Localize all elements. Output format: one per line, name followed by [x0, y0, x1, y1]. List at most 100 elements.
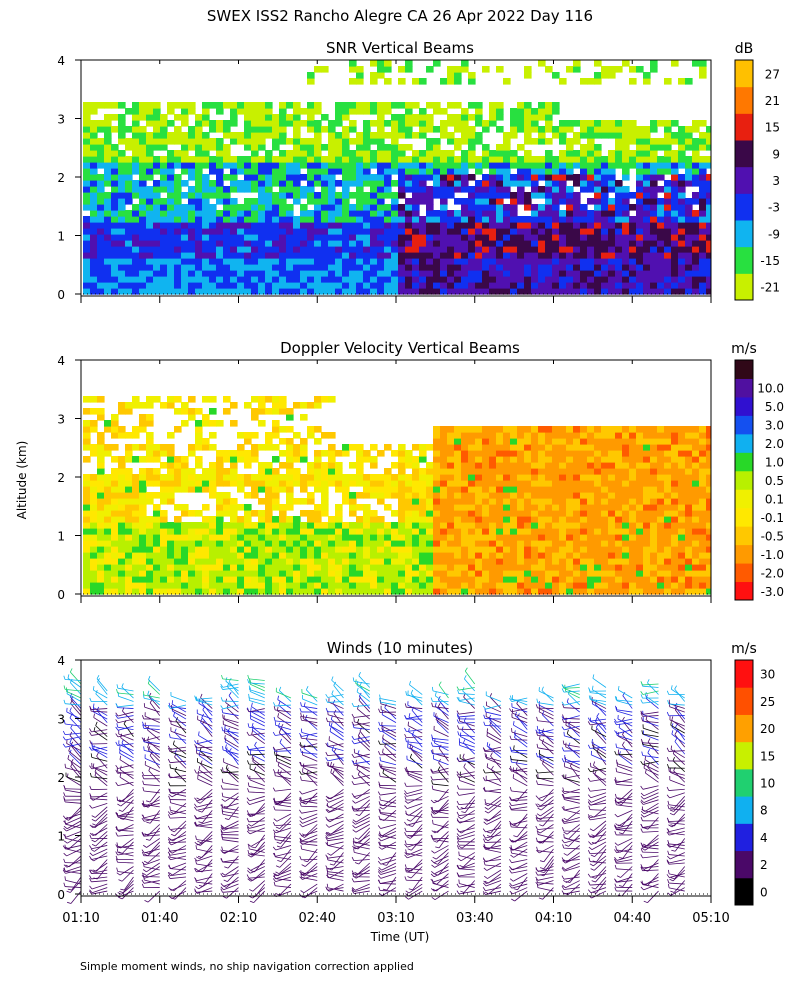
velocity-cell	[335, 450, 343, 457]
velocity-cell	[468, 570, 476, 577]
velocity-cell	[251, 564, 259, 571]
velocity-cell	[552, 444, 560, 451]
snr-cell	[643, 162, 651, 169]
velocity-cell	[132, 444, 140, 451]
snr-cell	[279, 210, 287, 217]
velocity-cell	[496, 480, 504, 487]
velocity-cell	[328, 576, 336, 583]
velocity-cell	[496, 444, 504, 451]
snr-cell	[342, 258, 350, 265]
colorbar-swatch	[735, 246, 753, 274]
velocity-cell	[615, 510, 623, 517]
snr-cell	[202, 108, 210, 115]
velocity-cell	[573, 444, 581, 451]
velocity-cell	[699, 510, 707, 517]
snr-cell	[321, 228, 329, 235]
velocity-cell	[461, 438, 469, 445]
snr-cell	[146, 234, 154, 241]
velocity-cell	[580, 528, 588, 535]
snr-cell	[237, 180, 245, 187]
velocity-cell	[405, 552, 413, 559]
velocity-cell	[475, 438, 483, 445]
velocity-cell	[440, 522, 448, 529]
snr-cell	[265, 222, 273, 229]
velocity-cell	[300, 498, 308, 505]
snr-cell	[629, 288, 637, 295]
snr-cell	[314, 156, 322, 163]
snr-cell	[342, 162, 350, 169]
velocity-cell	[461, 486, 469, 493]
velocity-cell	[321, 510, 329, 517]
velocity-cell	[167, 522, 175, 529]
velocity-cell	[468, 444, 476, 451]
velocity-cell	[489, 468, 497, 475]
snr-cell	[111, 156, 119, 163]
snr-cell	[181, 216, 189, 223]
velocity-cell	[377, 534, 385, 541]
velocity-cell	[538, 438, 546, 445]
snr-cell	[433, 156, 441, 163]
snr-cell	[146, 246, 154, 253]
velocity-cell	[594, 462, 602, 469]
velocity-cell	[699, 516, 707, 523]
velocity-cell	[475, 528, 483, 535]
velocity-cell	[545, 492, 553, 499]
snr-cell	[398, 102, 406, 109]
velocity-cell	[398, 540, 406, 547]
snr-cell	[440, 78, 448, 85]
velocity-cell	[398, 522, 406, 529]
snr-cell	[636, 204, 644, 211]
snr-cell	[384, 132, 392, 139]
snr-cell	[398, 288, 406, 295]
snr-cell	[111, 186, 119, 193]
snr-cell	[370, 162, 378, 169]
velocity-cell	[664, 462, 672, 469]
velocity-cell	[643, 444, 651, 451]
velocity-cell	[440, 480, 448, 487]
snr-cell	[496, 108, 504, 115]
snr-cell	[370, 102, 378, 109]
snr-cell	[181, 120, 189, 127]
snr-cell	[545, 228, 553, 235]
velocity-cell	[153, 492, 161, 499]
snr-cell	[104, 168, 112, 175]
snr-cell	[83, 120, 91, 127]
snr-cell	[335, 138, 343, 145]
snr-cell	[552, 132, 560, 139]
velocity-cell	[426, 498, 434, 505]
snr-cell	[650, 288, 658, 295]
velocity-cell	[692, 480, 700, 487]
velocity-cell	[692, 438, 700, 445]
snr-cell	[370, 60, 378, 67]
snr-cell	[272, 246, 280, 253]
snr-cell	[405, 240, 413, 247]
velocity-cell	[671, 552, 679, 559]
snr-cell	[454, 162, 462, 169]
snr-cell	[384, 78, 392, 85]
snr-cell	[370, 216, 378, 223]
snr-cell	[258, 276, 266, 283]
snr-cell	[475, 264, 483, 271]
snr-cell	[692, 168, 700, 175]
snr-cell	[139, 252, 147, 259]
snr-cell	[132, 240, 140, 247]
velocity-cell	[454, 558, 462, 565]
velocity-cell	[244, 432, 252, 439]
snr-cell	[517, 252, 525, 259]
velocity-cell	[475, 582, 483, 589]
snr-cell	[615, 120, 623, 127]
velocity-cell	[594, 540, 602, 547]
snr-cell	[552, 204, 560, 211]
velocity-cell	[447, 444, 455, 451]
velocity-cell	[580, 462, 588, 469]
snr-cell	[461, 162, 469, 169]
snr-cell	[454, 156, 462, 163]
colorbar-label: 15	[765, 121, 780, 135]
velocity-cell	[272, 420, 280, 427]
snr-cell	[496, 258, 504, 265]
snr-cell	[545, 192, 553, 199]
snr-cell	[363, 192, 371, 199]
velocity-cell	[678, 522, 686, 529]
velocity-cell	[580, 498, 588, 505]
snr-cell	[440, 216, 448, 223]
